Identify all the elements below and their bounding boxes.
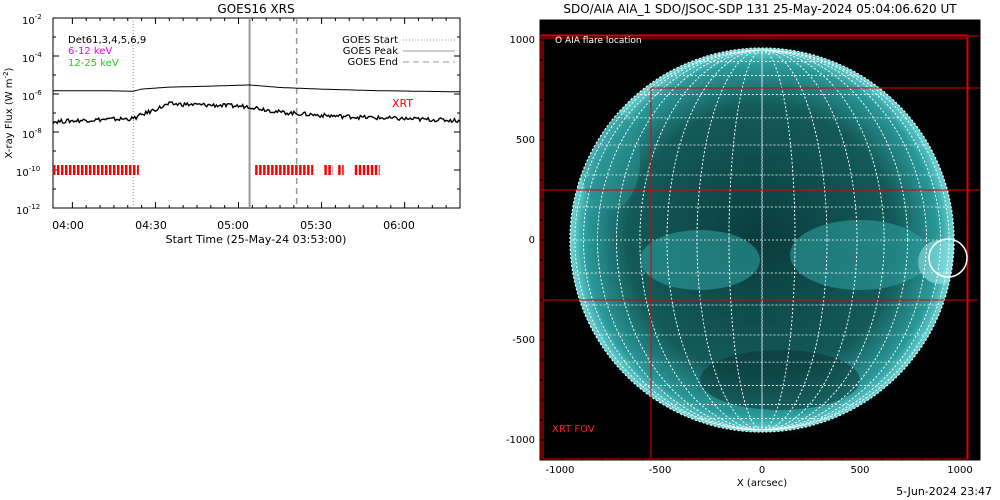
- goes-ytick: 10-8: [22, 127, 42, 141]
- xrt-label: XRT: [392, 97, 413, 110]
- aia-xtick: -1000: [545, 465, 574, 476]
- goes-ytick: 10-12: [16, 203, 40, 217]
- flare-location-marker: [928, 238, 968, 278]
- aia-ytick: 0: [529, 235, 535, 246]
- goes-high-channel-label: 12-25 keV: [68, 58, 119, 69]
- goes-xlabel: Start Time (25-May-24 03:53:00): [166, 233, 347, 246]
- footer-timestamp: 5-Jun-2024 23:47: [896, 485, 992, 498]
- flare-location-label: O AIA flare location: [555, 36, 642, 46]
- aia-xtick: -500: [649, 465, 672, 476]
- goes-title: GOES16 XRS: [217, 2, 294, 16]
- goes-series-line: [52, 101, 461, 125]
- goes-series: [52, 84, 461, 125]
- xrt-fov-label: XRT FOV: [552, 424, 595, 435]
- aia-x-ticks: -1000 -500 0 500 1000: [545, 465, 972, 476]
- aia-xlabel: X (arcsec): [737, 478, 787, 489]
- goes-xtick: 05:30: [300, 219, 332, 232]
- disk-texture: [580, 110, 954, 410]
- coronal-hole: [700, 350, 860, 410]
- goes-xtick: 05:00: [217, 219, 249, 232]
- goes-xtick: 04:00: [52, 219, 84, 232]
- goes-det-label: Det61,3,4,5,6,9: [68, 35, 146, 46]
- goes-ytick: 10-2: [22, 13, 42, 27]
- aia-y-ticks: 1000 500 0 -500 -1000: [506, 35, 535, 446]
- goes-ytick: 10-4: [22, 51, 42, 65]
- aia-xtick: 1000: [947, 465, 972, 476]
- legend-start-label: GOES Start: [342, 35, 398, 46]
- grid-longitude-line: [639, 49, 885, 431]
- xrt-fov-box: [542, 37, 969, 460]
- aia-ytick: -1000: [506, 435, 535, 446]
- legend-peak-label: GOES Peak: [343, 46, 398, 57]
- goes-ylabel: X-ray Flux (W m-2): [2, 67, 15, 158]
- goes-event-markers: [132, 18, 298, 208]
- goes-chart: GOES16 XRS 10-2 10-4 10-6 10-8 10-10 10-…: [2, 2, 461, 246]
- aia-xtick: 500: [850, 465, 869, 476]
- aia-ytick: 500: [516, 135, 535, 146]
- aia-ytick: 1000: [510, 35, 535, 46]
- goes-xtick: 06:00: [383, 219, 415, 232]
- goes-series-line: [53, 84, 460, 93]
- legend-end-label: GOES End: [348, 57, 398, 68]
- aia-title: SDO/AIA AIA_1 SDO/JSOC-SDP 131 25-May-20…: [563, 2, 957, 16]
- goes-x-ticks: 04:00 04:30 05:00 05:30 06:00: [52, 219, 415, 232]
- goes-y-ticks: 10-2 10-4 10-6 10-8 10-10 10-12: [16, 13, 42, 217]
- goes-ytick: 10-10: [16, 165, 40, 179]
- active-region: [790, 220, 930, 290]
- goes-low-channel-label: 6-12 keV: [68, 46, 112, 57]
- active-region: [640, 230, 760, 290]
- goes-ytick: 10-6: [22, 89, 42, 103]
- grid-longitude-line: [574, 49, 950, 431]
- goes-legend: GOES Start GOES Peak GOES End: [342, 35, 455, 68]
- aia-xtick: 0: [759, 465, 765, 476]
- goes-xtick: 04:30: [135, 219, 167, 232]
- aia-ytick: -500: [512, 335, 535, 346]
- aia-tick-marks: [540, 20, 980, 460]
